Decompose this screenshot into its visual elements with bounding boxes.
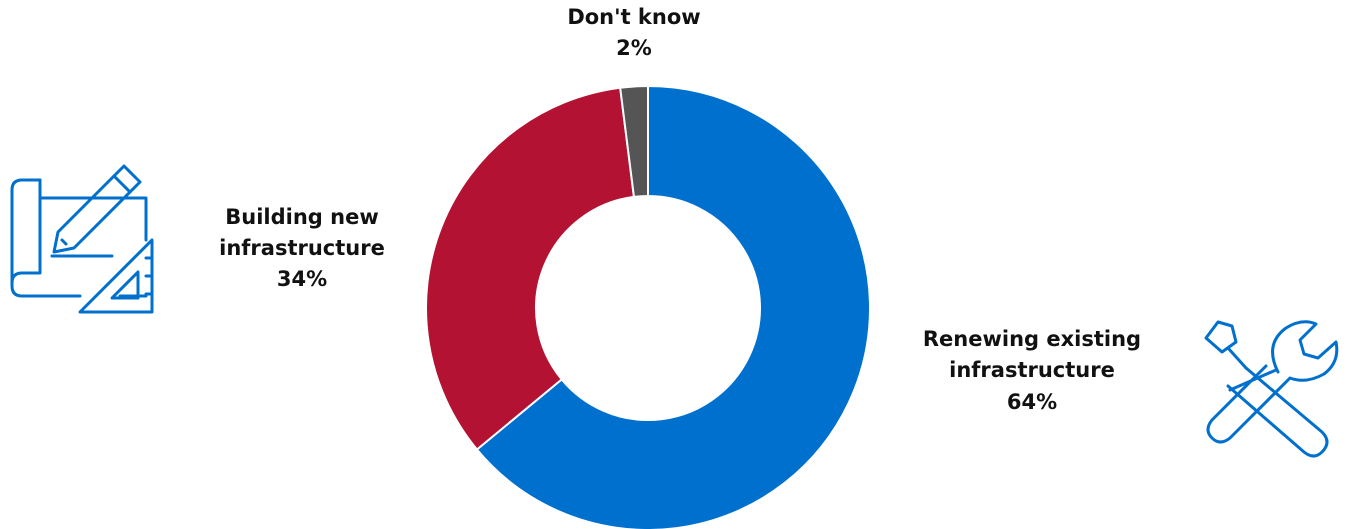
label-building-name: Building new — [225, 205, 378, 229]
label-dontknow-value: 2% — [616, 36, 652, 60]
screwdriver-wrench-icon — [1204, 320, 1339, 458]
slice-2 — [619, 84, 649, 199]
label-building-name2: infrastructure — [219, 236, 385, 260]
donut-slices — [425, 84, 871, 529]
label-renewing-value: 64% — [1007, 390, 1057, 414]
slice-1 — [425, 86, 636, 451]
label-dontknow-name: Don't know — [567, 5, 700, 29]
label-building-value: 34% — [277, 267, 327, 291]
slice-0 — [475, 84, 871, 529]
label-renewing-name2: infrastructure — [949, 358, 1115, 382]
label-renewing-name: Renewing existing — [923, 327, 1141, 351]
blueprint-pencil-ruler-icon — [10, 164, 154, 314]
